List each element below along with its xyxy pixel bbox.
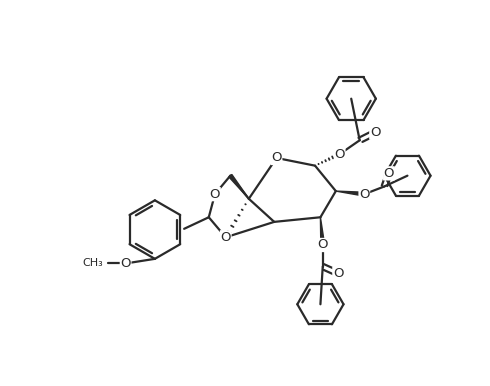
Text: O: O [384,167,394,180]
Text: O: O [333,267,343,280]
Polygon shape [320,217,325,245]
Polygon shape [336,191,365,196]
Text: O: O [370,126,380,139]
Polygon shape [229,174,249,199]
Text: O: O [220,231,231,244]
Text: CH₃: CH₃ [82,259,103,268]
Text: O: O [359,188,369,201]
Text: O: O [121,257,131,270]
Text: O: O [335,147,345,161]
Text: O: O [271,151,282,164]
Text: O: O [210,188,220,201]
Text: O: O [318,239,328,252]
